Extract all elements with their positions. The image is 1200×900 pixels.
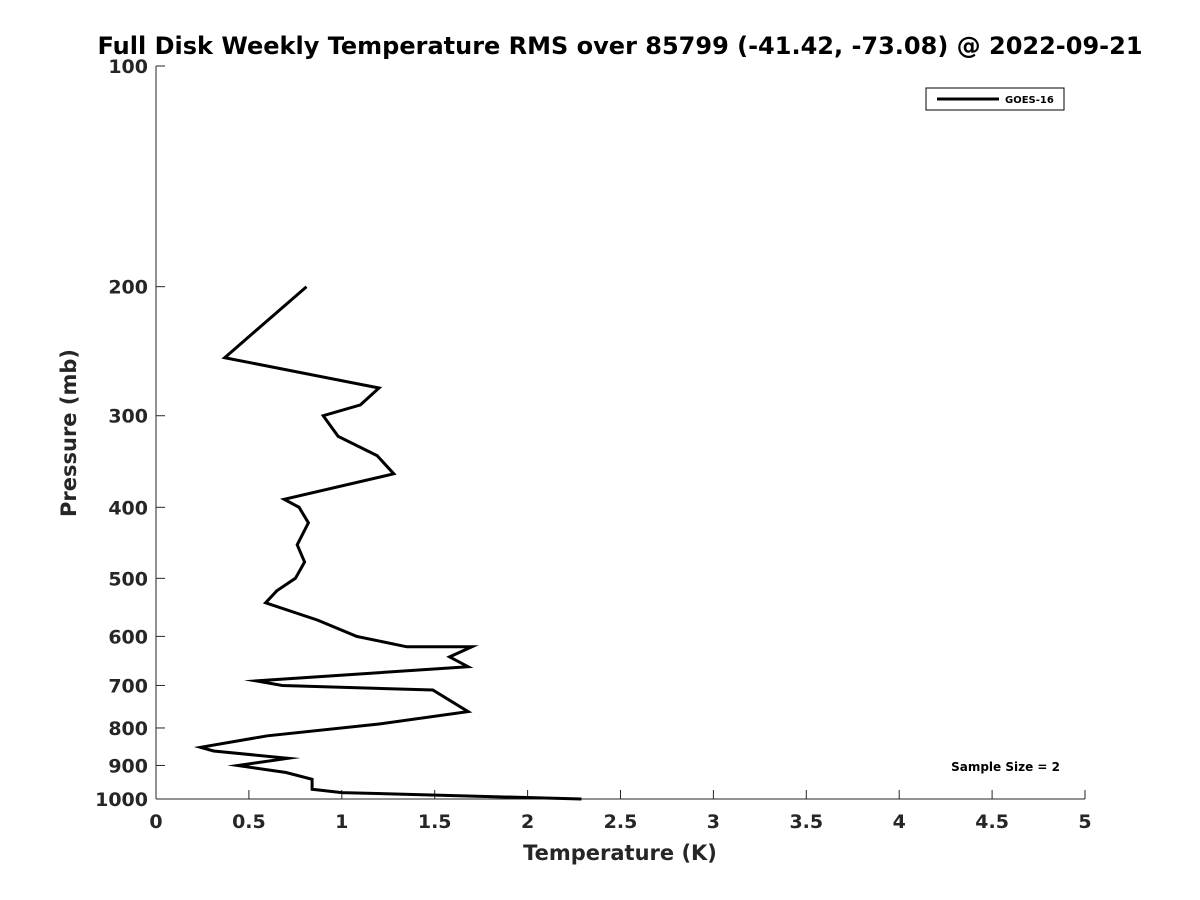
- legend-label: GOES-16: [1005, 95, 1054, 106]
- x-tick-label: 5: [1078, 811, 1091, 833]
- legend: GOES-16: [925, 87, 1065, 111]
- y-tick-label: 1000: [95, 789, 148, 811]
- y-tick-label: 600: [108, 626, 148, 648]
- x-tick-label: 1.5: [418, 811, 452, 833]
- y-tick-label: 900: [108, 755, 148, 777]
- x-ticks: 0 0.5 1 1.5 2 2.5 3 3.5 4 4.5 5: [149, 790, 1092, 833]
- x-tick-label: 3: [707, 811, 720, 833]
- y-tick-label: 800: [108, 718, 148, 740]
- x-tick-label: 3.5: [789, 811, 823, 833]
- x-tick-label: 2.5: [604, 811, 638, 833]
- x-tick-label: 2: [521, 811, 534, 833]
- y-tick-label: 500: [108, 568, 148, 590]
- plot-area: [156, 66, 1085, 799]
- chart-title: Full Disk Weekly Temperature RMS over 85…: [97, 32, 1142, 60]
- y-ticks: 100 200 300 400 500 600 700 800 900 1000: [95, 56, 165, 811]
- x-tick-label: 4: [893, 811, 906, 833]
- x-tick-label: 0.5: [232, 811, 266, 833]
- y-tick-label: 400: [108, 497, 148, 519]
- x-tick-label: 1: [335, 811, 348, 833]
- x-axis-label: Temperature (K): [523, 841, 717, 865]
- y-tick-label: 100: [108, 56, 148, 78]
- y-tick-label: 300: [108, 406, 148, 428]
- series-line-0: [193, 285, 582, 801]
- sample-size-annotation: Sample Size = 2: [951, 760, 1060, 774]
- y-axis-label: Pressure (mb): [57, 349, 81, 517]
- y-tick-label: 200: [108, 277, 148, 299]
- series-layer: [193, 285, 582, 801]
- y-tick-label: 700: [108, 675, 148, 697]
- x-tick-label: 0: [149, 811, 162, 833]
- x-tick-label: 4.5: [975, 811, 1009, 833]
